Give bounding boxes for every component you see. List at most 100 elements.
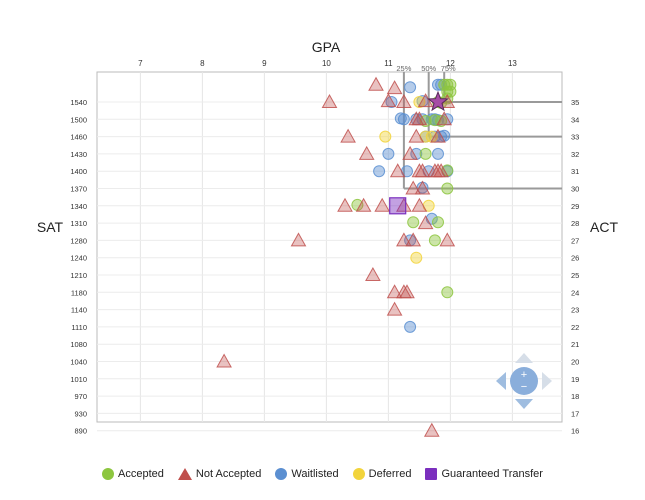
not-accepted-point: [405, 232, 422, 247]
legend-item-waitlisted[interactable]: Waitlisted: [275, 468, 339, 480]
sat-tick-label: 1210: [70, 271, 87, 280]
not-accepted-point: [386, 301, 403, 316]
act-tick-label: 35: [571, 98, 579, 107]
waitlisted-marker-icon: [275, 468, 288, 480]
accepted-point: [435, 115, 448, 128]
legend-item-deferred[interactable]: Deferred: [352, 468, 412, 480]
chart-title-gpa: GPA: [312, 39, 341, 55]
not-accepted-point: [411, 197, 428, 212]
sat-tick-label: 1460: [70, 133, 87, 142]
sat-tick-label: 1540: [70, 98, 87, 107]
act-tick-label: 27: [571, 236, 579, 245]
not-accepted-point: [399, 284, 415, 299]
legend-label: Deferred: [368, 468, 412, 480]
act-tick-label: 25: [571, 271, 579, 280]
x-tick-label: 13: [508, 59, 517, 68]
sat-tick-label: 1400: [70, 167, 87, 176]
accepted-point: [441, 85, 454, 98]
not-accepted-point: [368, 76, 384, 91]
sat-tick-label: 1430: [70, 150, 87, 159]
sat-tick-label: 1280: [70, 236, 87, 245]
legend-item-accepted[interactable]: Accepted: [102, 468, 164, 480]
x-tick-label: 7: [138, 59, 143, 68]
scatterplot-chart: GPA SAT ACT 7 8 9 10 11 12 13 1540 1500 1460 1430…: [37, 39, 618, 437]
zoom-in-icon[interactable]: +: [521, 369, 527, 381]
not-accepted-point: [396, 93, 412, 108]
y-axis-label-act: ACT: [590, 219, 618, 235]
pan-right-icon[interactable]: [542, 372, 552, 390]
not-accepted-point: [436, 111, 453, 126]
act-tick-label: 33: [571, 133, 579, 142]
legend-item-not-accepted[interactable]: Not Accepted: [177, 468, 262, 480]
act-tick-label: 26: [571, 254, 579, 263]
waitlisted-point: [382, 147, 395, 160]
not-accepted-point: [396, 197, 412, 212]
data-points: [216, 76, 457, 437]
accepted-point: [444, 85, 457, 98]
x-tick-label: 8: [200, 59, 205, 68]
not-accepted-point: [411, 111, 428, 126]
accepted-point: [407, 216, 420, 229]
act-tick-label: 19: [571, 375, 579, 384]
sat-tick-label: 1310: [70, 219, 87, 228]
not-accepted-point: [380, 93, 397, 108]
not-accepted-point: [389, 163, 406, 178]
act-tick-label: 22: [571, 323, 579, 332]
accepted-point: [444, 78, 457, 91]
legend-label: Not Accepted: [195, 468, 262, 480]
not-accepted-point: [433, 163, 449, 178]
not-accepted-point: [340, 128, 356, 143]
chart-legend: Accepted Not Accepted Waitlisted Deferre…: [0, 462, 645, 486]
zoom-out-icon[interactable]: −: [521, 381, 527, 393]
accepted-point: [419, 147, 432, 160]
act-tick-label: 34: [571, 115, 579, 124]
act-tick-label: 29: [571, 202, 579, 211]
sat-tick-label: 1370: [70, 185, 87, 194]
sat-tick-label: 1080: [70, 340, 87, 349]
not-accepted-point: [402, 145, 418, 160]
pan-down-icon[interactable]: [515, 399, 533, 409]
sat-tick-label: 890: [74, 427, 87, 436]
sat-tick-label: 1040: [70, 358, 87, 367]
pan-left-icon[interactable]: [496, 372, 506, 390]
not-accepted-point: [290, 232, 307, 247]
pan-up-icon[interactable]: [515, 353, 533, 363]
guaranteed-transfer-point: [389, 197, 407, 215]
x-tick-label: 10: [322, 59, 331, 68]
sat-tick-label: 1180: [71, 288, 87, 297]
not-accepted-point: [365, 266, 381, 281]
sat-tick-label: 1340: [70, 202, 87, 211]
accepted-point: [428, 114, 441, 127]
not-accepted-point: [355, 197, 372, 212]
accepted-point: [441, 182, 454, 195]
legend-label: Guaranteed Transfer: [441, 468, 543, 480]
zoom-control-knob[interactable]: [510, 367, 538, 395]
act-tick-label: 16: [571, 427, 579, 436]
not-accepted-point: [321, 93, 338, 108]
x-tick-label: 9: [262, 59, 267, 68]
act-tick-label: 21: [571, 340, 579, 349]
not-accepted-point: [414, 180, 431, 195]
not-accepted-point: [417, 215, 434, 230]
zoom-pan-control[interactable]: + −: [496, 353, 552, 409]
not-accepted-point: [423, 422, 440, 437]
accepted-point: [441, 78, 454, 91]
grid-lines: [97, 72, 562, 432]
act-tick-label: 17: [571, 409, 579, 418]
deferred-point: [379, 130, 392, 143]
legend-item-guaranteed-transfer[interactable]: Guaranteed Transfer: [425, 468, 543, 480]
sat-tick-label: 970: [74, 392, 87, 401]
not-accepted-point: [439, 232, 456, 247]
x-tick-label: 11: [384, 59, 393, 68]
not-accepted-point: [414, 163, 431, 178]
x-tick-label: 12: [446, 59, 455, 68]
waitlisted-point: [404, 81, 417, 94]
deferred-marker-icon: [352, 468, 365, 480]
sat-tick-label: 1010: [70, 375, 87, 384]
sat-tick-label: 1110: [71, 323, 87, 332]
act-tick-label: 32: [571, 150, 579, 159]
sat-axis-ticks: 1540 1500 1460 1430 1400 1370 1340 1310 1280 1240…: [70, 98, 87, 436]
accepted-point: [441, 286, 454, 299]
accepted-point: [428, 234, 441, 247]
sat-tick-label: 1500: [70, 115, 87, 124]
